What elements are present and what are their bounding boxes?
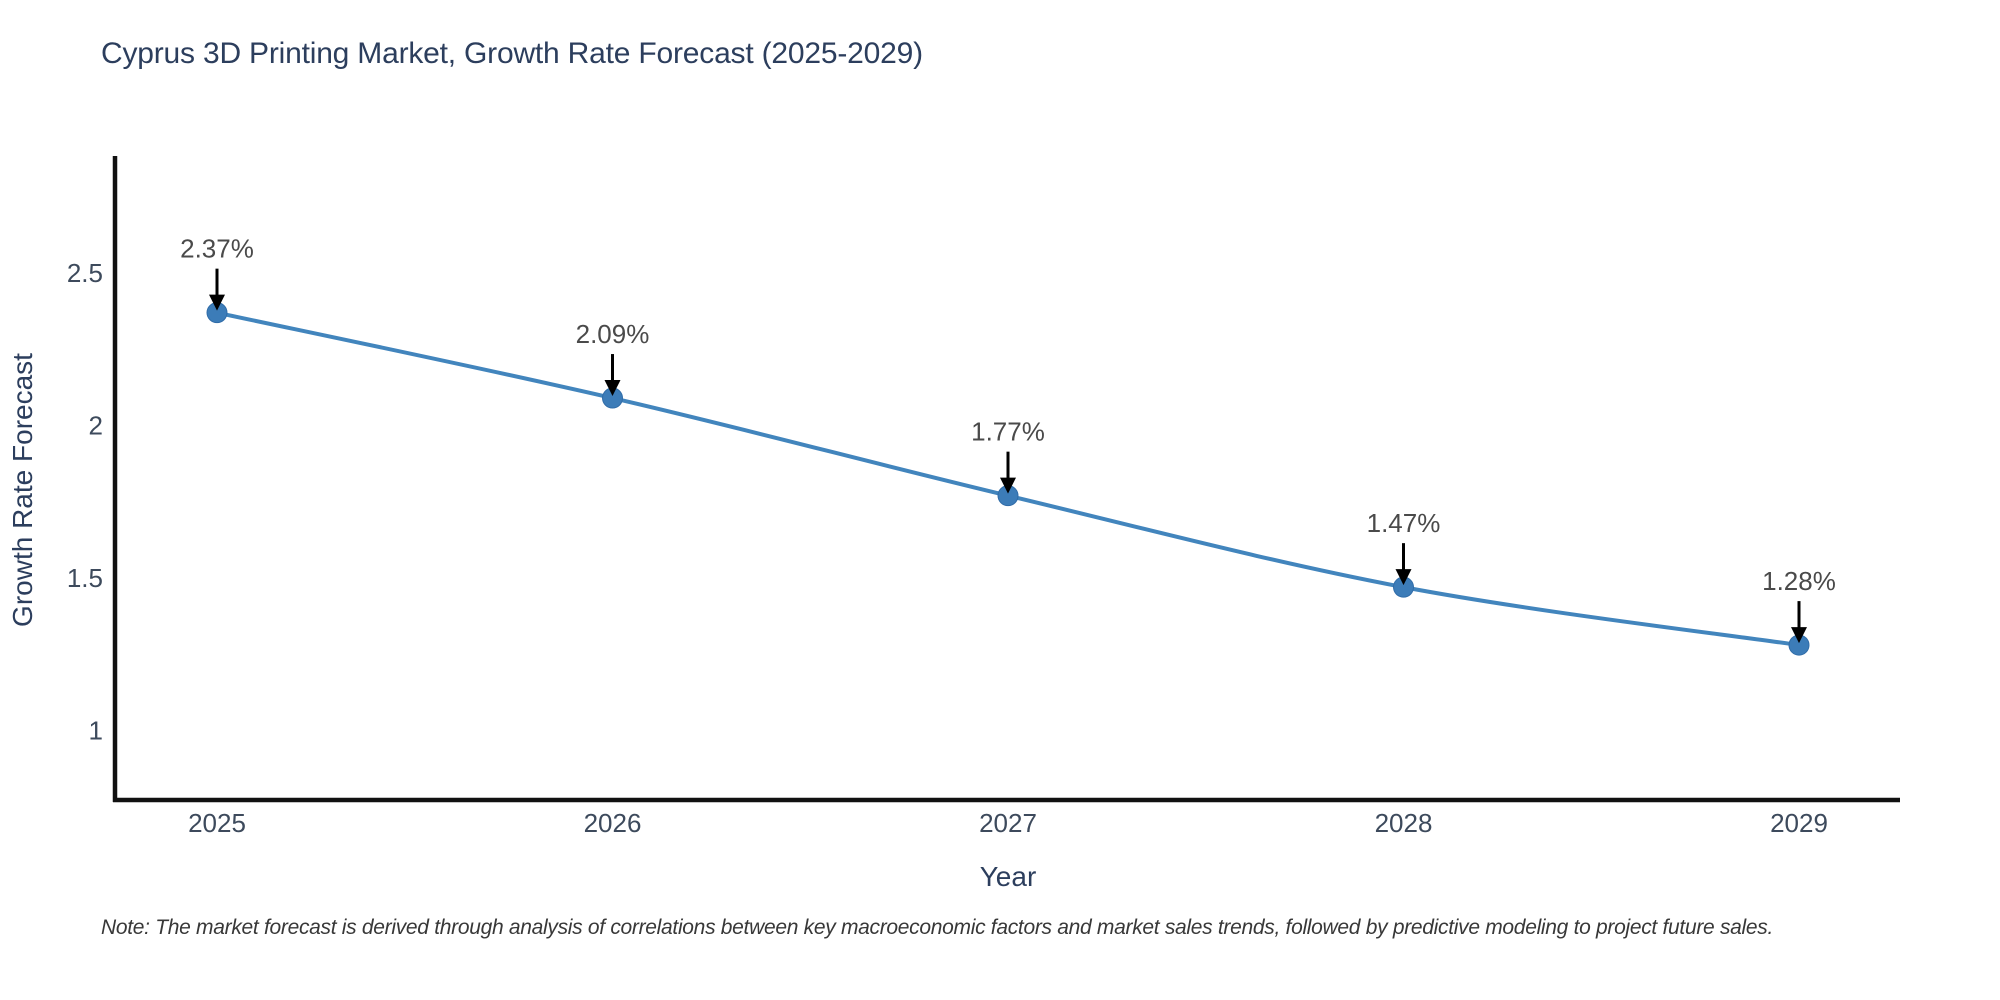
data-point-label: 1.28% <box>1762 566 1836 596</box>
y-tick-label: 2.5 <box>67 258 103 288</box>
x-tick-label: 2026 <box>584 808 642 838</box>
chart-title: Cyprus 3D Printing Market, Growth Rate F… <box>101 37 923 70</box>
data-point-label: 2.09% <box>576 319 650 349</box>
y-tick-label: 1 <box>89 716 103 746</box>
y-axis-title: Growth Rate Forecast <box>7 353 38 627</box>
annotation-arrowhead-icon <box>1395 569 1412 586</box>
annotation-arrowhead-icon <box>604 380 621 397</box>
annotation-arrowhead-icon <box>1000 477 1016 494</box>
data-point-label: 1.47% <box>1367 508 1441 538</box>
y-tick-label: 2 <box>89 411 103 441</box>
x-axis-title: Year <box>980 861 1037 892</box>
y-tick-label: 1.5 <box>67 563 103 593</box>
data-point-label: 1.77% <box>971 417 1045 447</box>
footnote-text: Note: The market forecast is derived thr… <box>101 916 1773 939</box>
annotation-arrowhead-icon <box>209 294 225 311</box>
data-point-label: 2.37% <box>180 234 254 264</box>
annotation-arrowhead-icon <box>1791 627 1807 644</box>
x-tick-label: 2027 <box>979 808 1037 838</box>
x-tick-label: 2029 <box>1770 808 1828 838</box>
x-tick-label: 2025 <box>188 808 246 838</box>
x-tick-label: 2028 <box>1375 808 1433 838</box>
